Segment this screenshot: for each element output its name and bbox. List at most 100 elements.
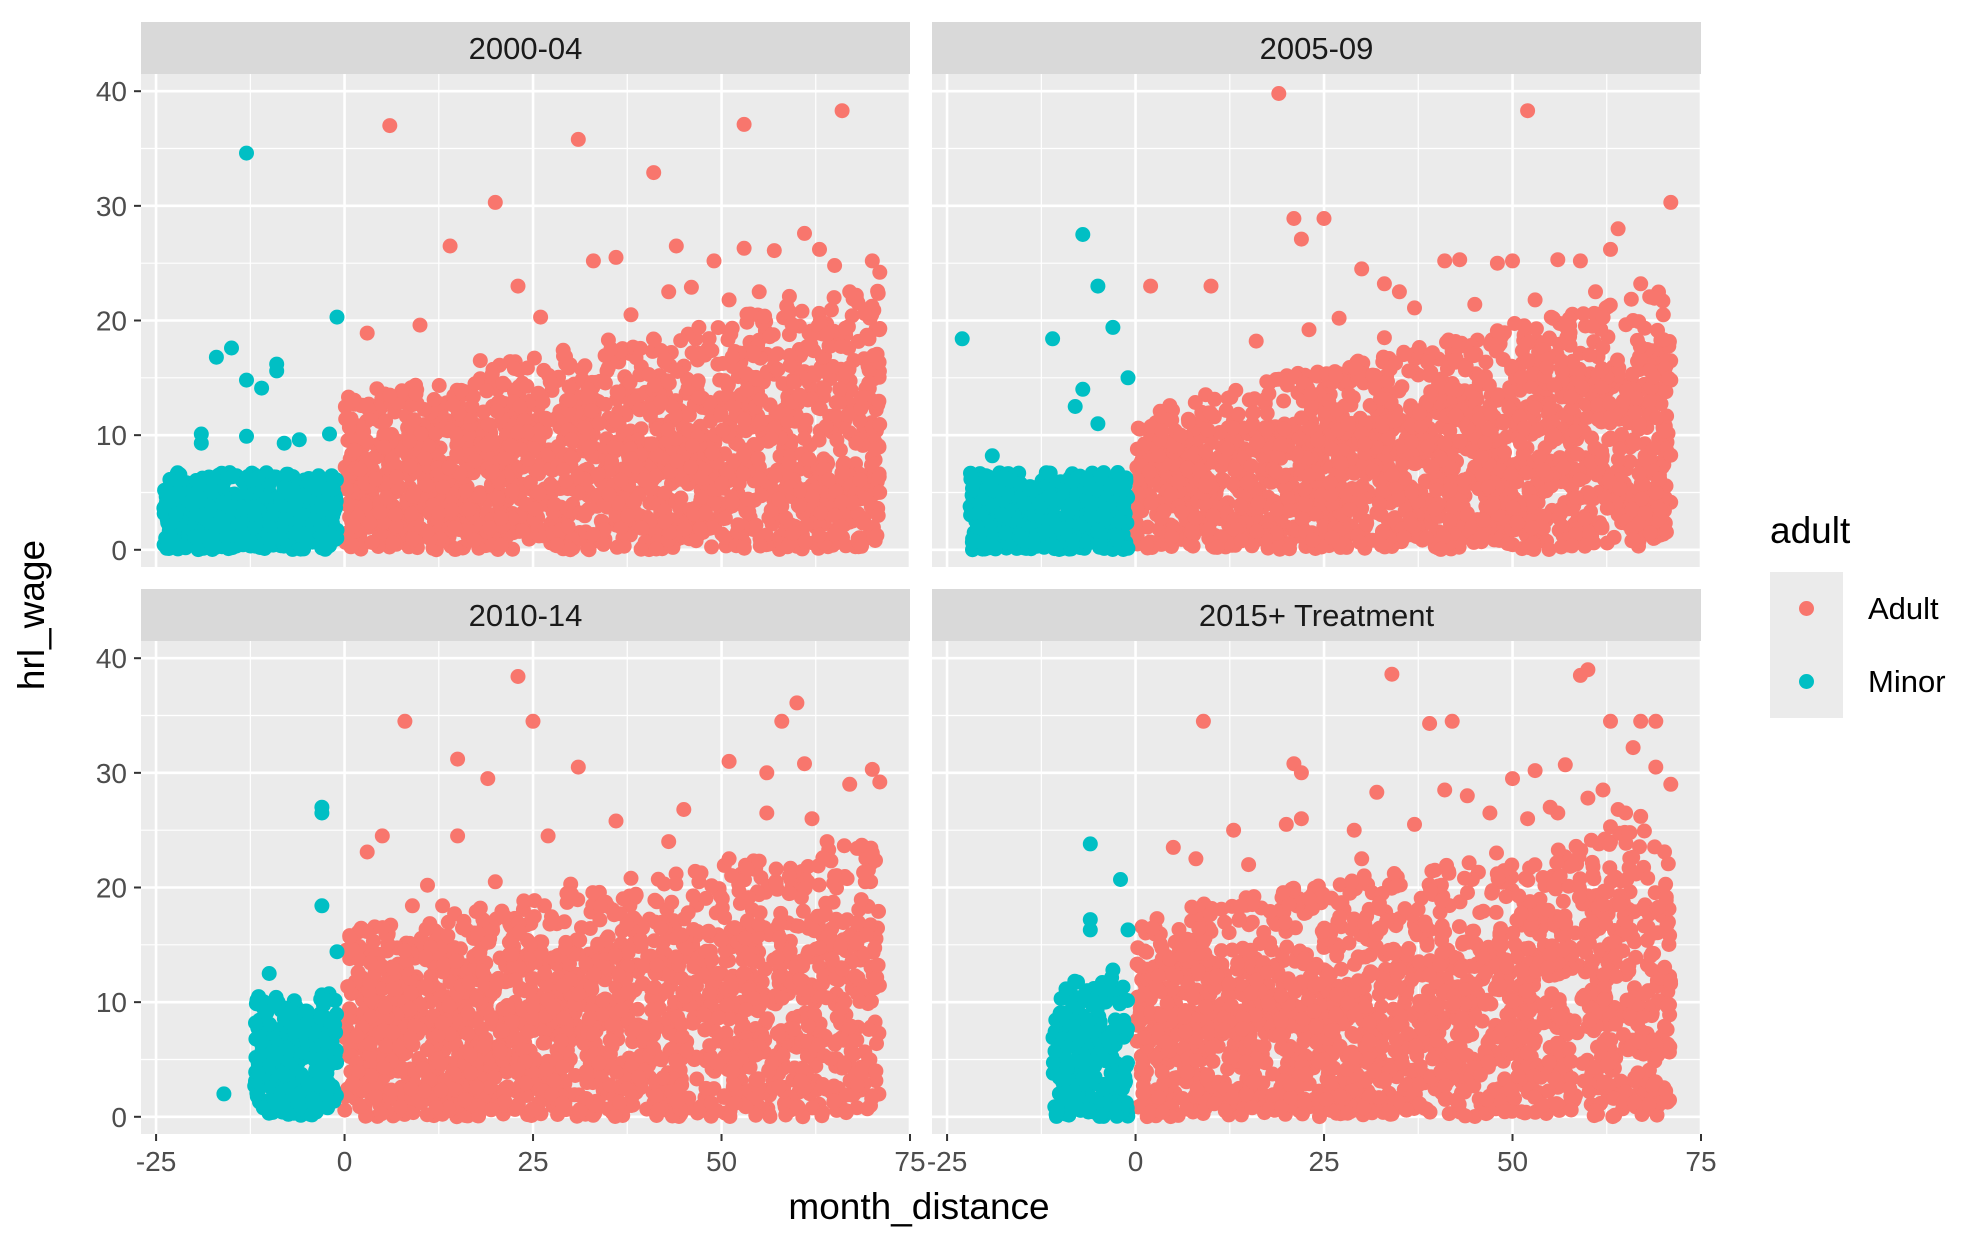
scatter-point bbox=[646, 332, 662, 348]
scatter-point bbox=[784, 316, 800, 332]
scatter-point bbox=[781, 454, 797, 470]
scatter-point bbox=[859, 327, 875, 343]
scatter-point bbox=[378, 490, 394, 506]
scatter-point bbox=[1489, 323, 1505, 339]
scatter-point bbox=[866, 348, 882, 363]
scatter-point bbox=[1610, 451, 1626, 467]
scatter-point bbox=[694, 470, 709, 486]
scatter-point bbox=[606, 440, 621, 456]
scatter-point bbox=[1046, 491, 1062, 507]
scatter-point bbox=[1120, 370, 1136, 386]
scatter-point bbox=[1250, 495, 1266, 511]
scatter-point bbox=[340, 497, 356, 513]
scatter-point bbox=[162, 472, 178, 487]
scatter-point bbox=[1504, 358, 1519, 374]
scatter-point bbox=[649, 421, 665, 437]
scatter-point bbox=[739, 382, 754, 398]
scatter-point bbox=[402, 433, 418, 449]
scatter-point bbox=[753, 391, 769, 407]
scatter-point bbox=[834, 494, 850, 510]
scatter-point bbox=[661, 284, 677, 300]
scatter-point bbox=[857, 491, 872, 506]
scatter-point bbox=[1045, 331, 1061, 347]
scatter-point bbox=[510, 278, 526, 294]
scatter-point bbox=[1535, 462, 1551, 478]
scatter-point bbox=[402, 458, 418, 474]
scatter-point bbox=[1655, 307, 1671, 323]
scatter-point bbox=[364, 534, 380, 550]
scatter-point bbox=[1649, 410, 1665, 426]
scatter-point bbox=[547, 496, 563, 512]
scatter-point bbox=[1653, 502, 1669, 518]
scatter-point bbox=[1261, 386, 1277, 402]
scatter-point bbox=[1519, 335, 1535, 351]
scatter-point bbox=[404, 506, 420, 522]
scatter-point bbox=[1602, 297, 1618, 313]
scatter-point bbox=[1352, 534, 1368, 550]
scatter-point bbox=[827, 508, 843, 524]
scatter-point bbox=[1527, 292, 1543, 308]
scatter-point bbox=[848, 435, 864, 451]
scatter-point bbox=[730, 517, 746, 533]
scatter-point bbox=[746, 345, 762, 361]
scatter-point bbox=[512, 399, 528, 415]
scatter-point bbox=[735, 447, 751, 463]
scatter-point bbox=[1412, 405, 1428, 421]
scatter-point bbox=[359, 398, 374, 414]
scatter-point bbox=[1022, 481, 1038, 497]
scatter-point bbox=[736, 240, 752, 256]
scatter-point bbox=[1164, 529, 1180, 545]
scatter-point bbox=[1603, 241, 1618, 257]
scatter-point bbox=[660, 373, 676, 389]
scatter-point bbox=[613, 519, 629, 535]
scatter-point bbox=[1293, 231, 1309, 247]
scatter-point bbox=[207, 539, 223, 555]
scatter-point bbox=[1181, 414, 1197, 430]
scatter-point bbox=[781, 288, 797, 304]
scatter-point bbox=[435, 479, 451, 495]
scatter-point bbox=[476, 404, 491, 420]
scatter-point bbox=[1658, 524, 1674, 540]
scatter-point bbox=[872, 417, 888, 432]
scatter-point bbox=[1376, 330, 1392, 346]
scatter-point bbox=[163, 536, 179, 552]
scatter-point bbox=[861, 375, 877, 391]
scatter-point bbox=[1483, 500, 1498, 515]
scatter-point bbox=[1090, 278, 1106, 294]
scatter-point bbox=[362, 515, 378, 531]
scatter-point bbox=[1038, 465, 1054, 481]
scatter-point bbox=[826, 290, 842, 306]
scatter-point bbox=[344, 537, 360, 553]
scatter-point bbox=[828, 483, 844, 499]
scatter-point bbox=[417, 451, 433, 466]
scatter-point bbox=[291, 432, 307, 448]
scatter-point bbox=[855, 515, 871, 531]
scatter-point bbox=[1594, 380, 1609, 395]
scatter-point bbox=[684, 438, 700, 454]
scatter-point bbox=[1574, 379, 1590, 395]
scatter-point bbox=[1243, 458, 1259, 474]
scatter-point bbox=[1647, 290, 1662, 306]
scatter-point bbox=[780, 414, 796, 430]
scatter-point bbox=[1452, 252, 1468, 268]
scatter-point bbox=[710, 320, 726, 336]
scatter-point bbox=[426, 392, 442, 407]
scatter-point bbox=[833, 339, 849, 354]
scatter-point bbox=[1657, 423, 1673, 439]
scatter-point bbox=[1442, 513, 1458, 529]
scatter-point bbox=[510, 424, 526, 440]
facet-strip bbox=[141, 22, 910, 74]
scatter-point bbox=[467, 376, 483, 392]
scatter-point bbox=[636, 472, 652, 488]
scatter-point bbox=[715, 422, 731, 438]
scatter-point bbox=[735, 466, 751, 481]
scatter-point bbox=[1500, 536, 1516, 551]
scatter-point bbox=[522, 474, 538, 490]
scatter-point bbox=[1143, 495, 1159, 511]
scatter-point bbox=[1394, 379, 1410, 395]
scatter-point bbox=[1286, 211, 1302, 226]
scatter-point bbox=[1411, 340, 1427, 355]
scatter-point bbox=[485, 464, 500, 480]
